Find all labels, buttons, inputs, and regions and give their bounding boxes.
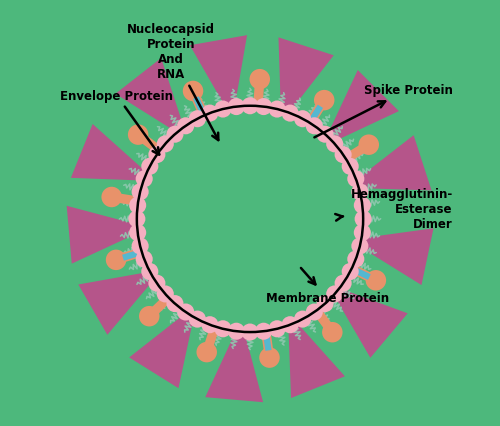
Circle shape — [316, 127, 334, 144]
Circle shape — [202, 105, 218, 122]
Circle shape — [157, 136, 174, 153]
Circle shape — [189, 311, 206, 328]
Circle shape — [334, 275, 351, 292]
Text: Nucleocapsid
Protein
And
RNA: Nucleocapsid Protein And RNA — [127, 23, 218, 141]
Circle shape — [128, 125, 148, 146]
Circle shape — [342, 263, 358, 280]
Circle shape — [282, 317, 298, 334]
Polygon shape — [254, 80, 264, 106]
Polygon shape — [188, 90, 208, 117]
Polygon shape — [78, 273, 152, 335]
Polygon shape — [111, 193, 138, 206]
Polygon shape — [114, 248, 142, 265]
Circle shape — [214, 320, 232, 337]
Polygon shape — [66, 206, 136, 264]
Circle shape — [306, 118, 323, 135]
Circle shape — [255, 323, 272, 340]
Circle shape — [366, 271, 386, 291]
Circle shape — [326, 286, 343, 303]
Circle shape — [128, 211, 146, 228]
Circle shape — [157, 286, 174, 303]
Polygon shape — [202, 326, 219, 354]
Polygon shape — [314, 309, 336, 335]
Circle shape — [132, 238, 148, 255]
Polygon shape — [190, 36, 247, 107]
Circle shape — [132, 184, 148, 201]
Polygon shape — [328, 71, 399, 142]
Circle shape — [326, 136, 343, 153]
Text: Spike Protein: Spike Protein — [314, 84, 453, 138]
Circle shape — [334, 147, 351, 164]
Circle shape — [268, 101, 285, 118]
Circle shape — [166, 127, 184, 144]
Circle shape — [354, 225, 371, 242]
Circle shape — [294, 311, 311, 328]
Circle shape — [106, 250, 126, 271]
Circle shape — [242, 98, 258, 115]
Polygon shape — [206, 334, 263, 402]
Circle shape — [354, 197, 371, 214]
Circle shape — [148, 147, 166, 164]
Text: Envelope Protein: Envelope Protein — [60, 89, 173, 155]
Circle shape — [202, 317, 218, 334]
Polygon shape — [358, 136, 432, 191]
Circle shape — [294, 111, 311, 128]
Circle shape — [129, 197, 146, 214]
Circle shape — [242, 324, 258, 341]
Polygon shape — [262, 332, 274, 358]
Circle shape — [354, 211, 372, 228]
Polygon shape — [146, 295, 171, 320]
Circle shape — [316, 295, 334, 312]
Circle shape — [268, 320, 285, 337]
Circle shape — [142, 158, 158, 176]
Polygon shape — [335, 289, 407, 358]
Circle shape — [129, 225, 146, 242]
Circle shape — [214, 101, 232, 118]
Polygon shape — [362, 229, 434, 285]
Circle shape — [348, 251, 364, 268]
Polygon shape — [71, 125, 145, 181]
Circle shape — [342, 158, 358, 176]
Circle shape — [250, 70, 270, 90]
Circle shape — [102, 187, 122, 208]
Circle shape — [352, 238, 368, 255]
Circle shape — [183, 81, 204, 102]
Circle shape — [139, 306, 160, 327]
Circle shape — [282, 105, 298, 122]
Circle shape — [143, 112, 357, 326]
Polygon shape — [351, 265, 378, 285]
Circle shape — [177, 118, 194, 135]
Circle shape — [314, 91, 334, 111]
Circle shape — [142, 263, 158, 280]
Polygon shape — [136, 132, 162, 154]
Circle shape — [189, 111, 206, 128]
Circle shape — [228, 323, 245, 340]
Circle shape — [177, 304, 194, 321]
Polygon shape — [344, 141, 372, 163]
Circle shape — [196, 342, 217, 363]
Polygon shape — [278, 38, 334, 112]
Text: Membrane Protein: Membrane Protein — [266, 268, 389, 305]
Polygon shape — [306, 98, 328, 125]
Circle shape — [148, 275, 166, 292]
Circle shape — [136, 251, 152, 268]
Circle shape — [322, 322, 342, 343]
Circle shape — [228, 99, 245, 116]
Circle shape — [358, 135, 379, 155]
Circle shape — [255, 99, 272, 116]
Circle shape — [306, 304, 323, 321]
Polygon shape — [288, 324, 345, 398]
Text: Hemagglutinin-
Esterase
Dimer: Hemagglutinin- Esterase Dimer — [335, 187, 453, 230]
Polygon shape — [129, 314, 194, 388]
Circle shape — [166, 295, 184, 312]
Polygon shape — [116, 59, 183, 132]
Circle shape — [348, 171, 364, 188]
Circle shape — [259, 348, 280, 368]
Circle shape — [136, 171, 152, 188]
Circle shape — [352, 184, 368, 201]
